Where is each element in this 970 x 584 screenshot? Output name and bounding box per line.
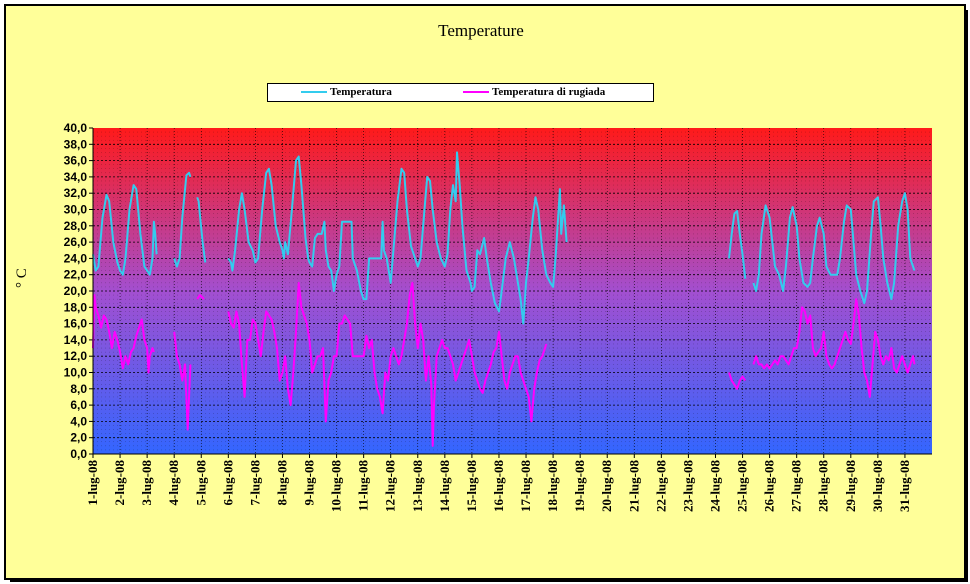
y-tick-label: 16,0 xyxy=(64,317,88,331)
series-line-rugiada xyxy=(92,281,916,447)
legend: Temperatura Temperatura di rugiada xyxy=(267,83,654,102)
series-line-temperatura xyxy=(92,151,916,325)
y-tick-label: 28,0 xyxy=(64,219,88,233)
x-tick-label: 7-lug-08 xyxy=(247,460,262,506)
x-tick-label: 19-lug-08 xyxy=(572,460,587,513)
legend-label-rugiada: Temperatura di rugiada xyxy=(492,86,606,98)
y-tick-label: 6,0 xyxy=(70,398,87,412)
legend-swatch-temperatura xyxy=(301,91,327,94)
y-tick-label: 8,0 xyxy=(70,382,87,396)
y-tick-label: 18,0 xyxy=(64,300,88,314)
x-tick-label: 20-lug-08 xyxy=(599,460,614,513)
x-tick-label: 27-lug-08 xyxy=(789,460,804,513)
y-tick-label: 30,0 xyxy=(64,203,88,217)
x-tick-label: 25-lug-08 xyxy=(735,460,750,513)
x-tick-label: 21-lug-08 xyxy=(626,460,641,513)
x-tick-label: 3-lug-08 xyxy=(139,460,154,506)
y-tick-label: 26,0 xyxy=(64,235,88,249)
y-tick-label: 20,0 xyxy=(64,284,88,298)
y-tick-label: 40,0 xyxy=(64,121,88,135)
x-tick-label: 26-lug-08 xyxy=(762,460,777,513)
x-tick-label: 14-lug-08 xyxy=(437,460,452,513)
x-tick-label: 6-lug-08 xyxy=(220,460,235,506)
x-tick-label: 24-lug-08 xyxy=(707,460,722,513)
y-tick-label: 36,0 xyxy=(64,154,88,168)
plot-area xyxy=(93,128,932,454)
series-lines xyxy=(92,151,916,447)
legend-swatch-rugiada xyxy=(463,91,489,94)
x-tick-label: 4-lug-08 xyxy=(166,460,181,506)
grid xyxy=(93,128,932,454)
y-tick-label: 14,0 xyxy=(64,333,88,347)
x-tick-label: 15-lug-08 xyxy=(464,459,479,512)
x-tick-label: 22-lug-08 xyxy=(653,460,668,513)
x-tick-label: 28-lug-08 xyxy=(816,460,831,513)
y-tick-label: 4,0 xyxy=(70,414,87,428)
legend-item-temperatura: Temperatura xyxy=(301,85,392,100)
y-tick-label: 22,0 xyxy=(64,268,88,282)
x-tick-label: 10-lug-08 xyxy=(329,460,344,513)
x-tick-label: 18-lug-08 xyxy=(545,460,560,513)
x-tick-label: 29-lug-08 xyxy=(843,460,858,513)
x-tick-label: 5-lug-08 xyxy=(193,460,208,506)
x-tick-label: 31-lug-08 xyxy=(897,460,912,513)
x-tick-label: 13-lug-08 xyxy=(410,460,425,513)
y-tick-label: 38,0 xyxy=(64,137,88,151)
legend-label-temperatura: Temperatura xyxy=(330,86,392,98)
y-tick-label: 12,0 xyxy=(64,349,88,363)
x-tick-label: 30-lug-08 xyxy=(870,460,885,513)
y-tick-label: 24,0 xyxy=(64,251,88,265)
x-tick-label: 9-lug-08 xyxy=(302,460,317,506)
y-tick-label: 2,0 xyxy=(70,431,87,445)
y-tick-label: 32,0 xyxy=(64,186,88,200)
chart-title: Temperature xyxy=(438,21,524,40)
x-tick-label: 8-lug-08 xyxy=(274,460,289,506)
x-tick-label: 12-lug-08 xyxy=(383,460,398,513)
x-tick-label: 2-lug-08 xyxy=(112,460,127,506)
y-tick-label: 34,0 xyxy=(64,170,88,184)
legend-item-rugiada: Temperatura di rugiada xyxy=(463,85,605,100)
x-axis-ticks: 1-lug-08 2-lug-08 3-lug-08 4-lug-08 5-lug-08… xyxy=(85,454,912,512)
y-tick-label: 10,0 xyxy=(64,366,88,380)
x-tick-label: 23-lug-08 xyxy=(680,460,695,513)
x-tick-label: 11-lug-08 xyxy=(356,460,371,512)
y-axis-ticks: 0,0 2,0 4,0 6,0 8,0 10,0 12,0 14,0 16,0 18,0 20,0 2… xyxy=(64,121,93,461)
x-tick-label: 17-lug-08 xyxy=(518,460,533,513)
y-tick-label: 0,0 xyxy=(70,447,87,461)
x-tick-label: 16-lug-08 xyxy=(491,460,506,512)
x-tick-label: 1-lug-08 xyxy=(85,460,100,506)
